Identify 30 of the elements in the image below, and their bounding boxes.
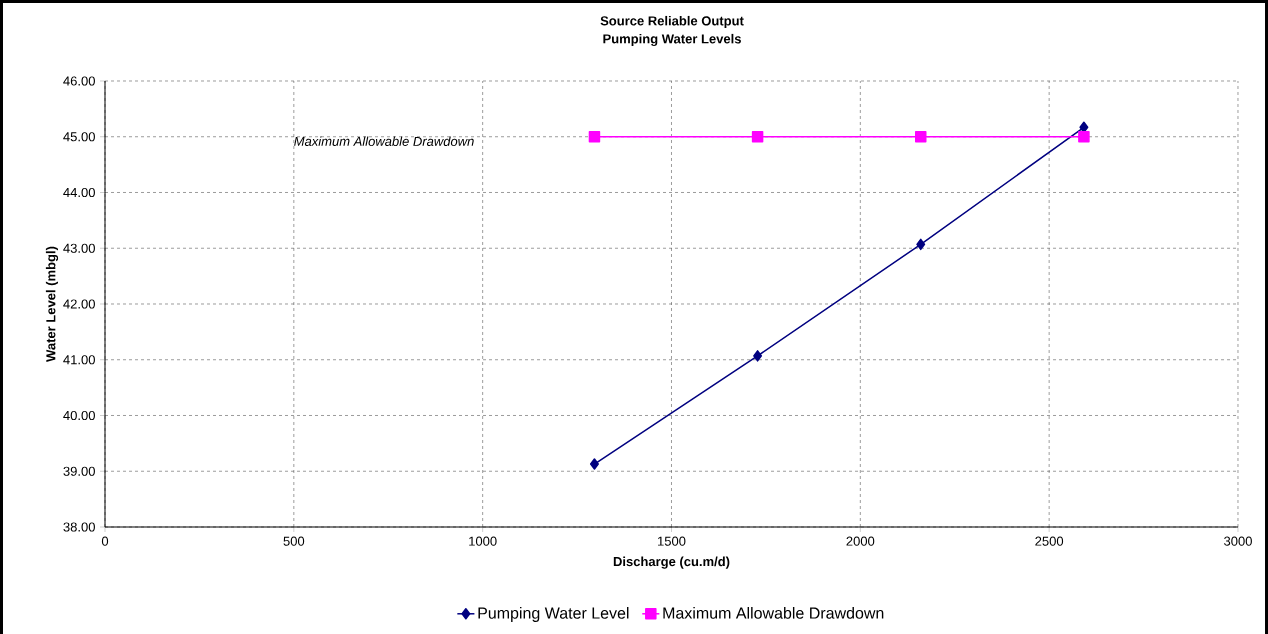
legend-label: Pumping Water Level — [478, 607, 629, 622]
point — [589, 458, 599, 470]
x-tick-label: 500 — [283, 536, 305, 546]
x-tick-label: 1000 — [469, 536, 497, 546]
y-tick-label: 45.00 — [63, 132, 95, 142]
point — [751, 131, 764, 143]
point — [1078, 131, 1090, 143]
x-tick-label: 2000 — [846, 536, 875, 546]
annotation: Maximum Allowable Drawdown — [294, 136, 474, 146]
legend-label: Maximum Allowable Drawdown — [663, 607, 884, 619]
point — [916, 238, 926, 251]
y-tick-label: 40.00 — [63, 410, 95, 421]
y-tick-label: 44.00 — [63, 187, 95, 198]
x-tick-label: 3000 — [1224, 536, 1252, 546]
y-tick-label: 43.00 — [63, 243, 95, 253]
x-axis-title: Discharge (cu.m/d) — [613, 556, 730, 569]
chart-title: Source Reliable Output — [600, 15, 744, 29]
y-tick-label: 42.00 — [63, 299, 95, 309]
y-axis-title: Water Level (mbgl) — [45, 246, 59, 362]
y-tick-label: 38.00 — [63, 522, 95, 532]
y-tick-label: 46.00 — [63, 76, 95, 86]
y-tick-label: 39.00 — [63, 466, 95, 476]
x-tick-label: 2500 — [1035, 536, 1064, 546]
point — [588, 131, 601, 143]
point — [915, 131, 927, 143]
point — [753, 350, 763, 362]
x-tick-label: 0 — [101, 536, 109, 546]
x-tick-label: 1500 — [658, 536, 686, 546]
y-tick-label: 41.00 — [63, 355, 95, 365]
chart-subtitle: Pumping Water Levels — [603, 33, 741, 47]
